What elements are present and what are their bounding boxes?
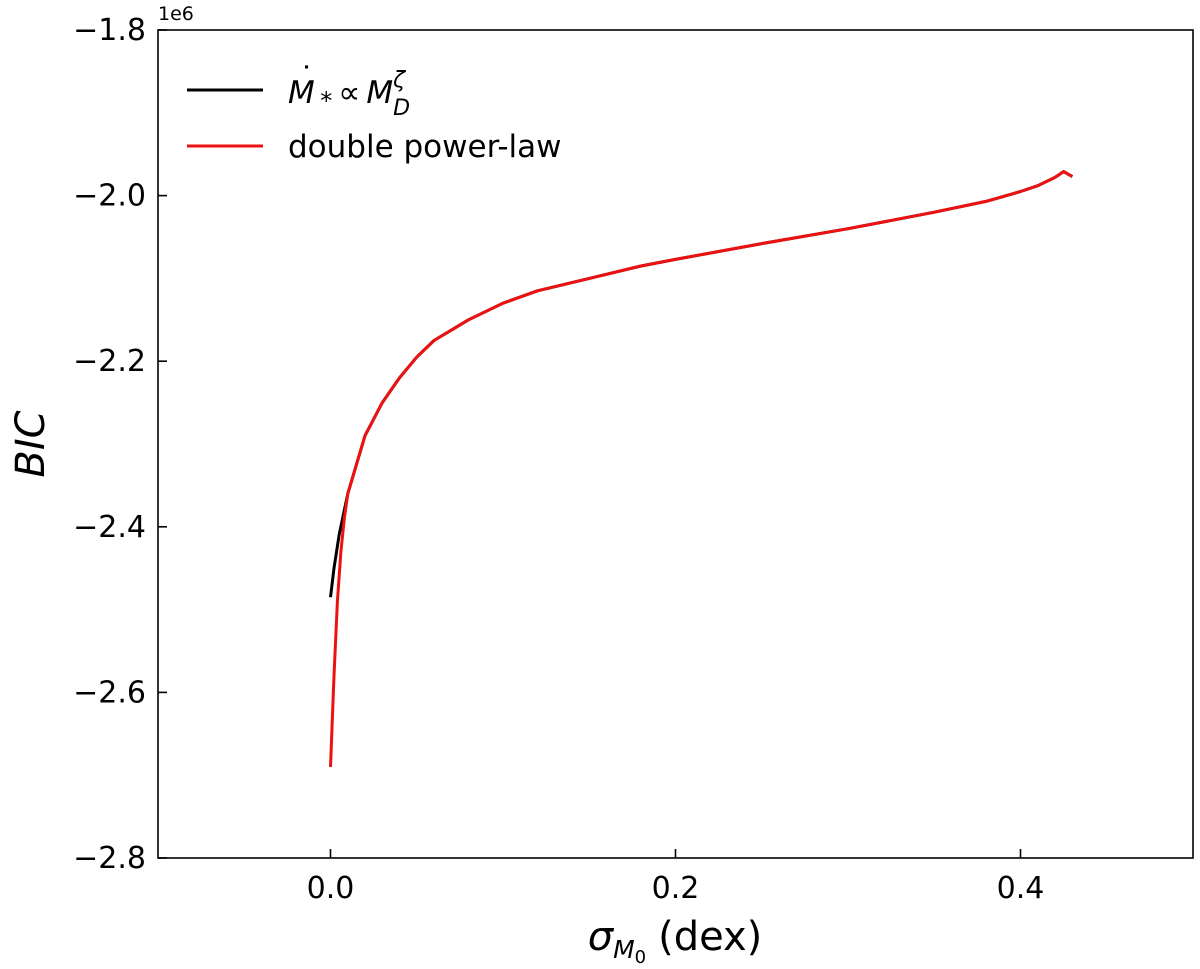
x-tick-label: 0.2 bbox=[652, 871, 700, 906]
y-tick-label: −2.6 bbox=[73, 675, 146, 710]
y-tick-label: −2.4 bbox=[73, 510, 146, 545]
series-line-0 bbox=[329, 170, 1074, 598]
x-axis-ticks: 0.0 0.2 0.4 bbox=[307, 849, 1045, 906]
x-axis-label-subsub: 0 bbox=[635, 947, 646, 968]
legend-label-power-law-accent: ˙ bbox=[299, 61, 315, 97]
y-axis-ticks: −1.8 −2.0 −2.2 −2.4 −2.6 −2.8 bbox=[73, 13, 167, 876]
x-tick-label: 0.4 bbox=[997, 871, 1045, 906]
y-tick-label: −2.2 bbox=[73, 344, 146, 379]
legend-label-power-law-rel: ∝ bbox=[338, 75, 360, 111]
legend-label-power-law-sup2: ζ bbox=[392, 68, 406, 93]
y-tick-label: −1.8 bbox=[73, 13, 146, 48]
legend: M˙* ∝ Mζ D double power-law bbox=[187, 61, 562, 165]
series-layer bbox=[329, 170, 1074, 767]
y-tick-label: −2.0 bbox=[73, 179, 146, 214]
legend-label-power-law-sub: * bbox=[320, 87, 332, 115]
y-axis-label: BIC bbox=[8, 410, 54, 477]
x-tick-label: 0.0 bbox=[307, 871, 355, 906]
x-axis-label-unit: (dex) bbox=[658, 914, 762, 960]
x-axis-label-sub: M bbox=[613, 935, 635, 964]
legend-label-double-power-law: double power-law bbox=[288, 129, 562, 165]
legend-label-power-law-sub2: D bbox=[393, 96, 410, 121]
series-line-1 bbox=[329, 170, 1074, 767]
x-axis-label-symbol: σ bbox=[588, 914, 615, 960]
y-offset-label: 1e6 bbox=[158, 3, 194, 25]
y-tick-label: −2.8 bbox=[73, 841, 146, 876]
x-axis-label: σM0 (dex) bbox=[588, 914, 763, 968]
legend-label-power-law: M˙* ∝ Mζ D bbox=[288, 61, 410, 121]
legend-label-power-law-base2: M bbox=[366, 75, 393, 111]
legend-label-power-law-base: M bbox=[288, 75, 315, 111]
